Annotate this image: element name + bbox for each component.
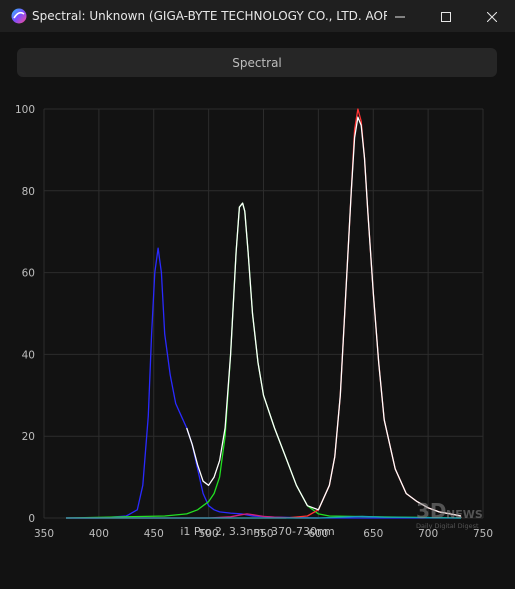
watermark-logo: 3D NEWS Daily Digital Digest [416,499,483,530]
main-content: Spectral [0,32,515,589]
series-line-teal [66,515,462,519]
maximize-button[interactable] [423,0,469,32]
maximize-icon [441,7,451,26]
x-tick-label: 650 [363,528,383,540]
y-tick-label: 40 [22,349,35,361]
series-line-white [186,116,462,517]
close-button[interactable] [469,0,515,32]
chart-caption: i1 Pro 2, 3.3nm, 370-730nm [180,525,335,538]
x-tick-label: 400 [89,528,109,540]
x-tick-label: 350 [34,528,54,540]
x-tick-label: 550 [253,528,273,540]
watermark-3d: 3D [416,499,447,523]
x-tick-label: 500 [199,528,219,540]
y-tick-label: 0 [28,513,35,525]
x-tick-label: 700 [418,528,438,540]
window-title: Spectral: Unknown (GIGA-BYTE TECHNOLOGY … [32,9,387,23]
minimize-icon [395,7,405,26]
close-icon [486,7,498,26]
title-bar: Spectral: Unknown (GIGA-BYTE TECHNOLOGY … [0,0,515,32]
minimize-button[interactable] [377,0,423,32]
y-tick-label: 100 [15,104,35,116]
watermark-news: NEWS [446,508,483,521]
spectral-button[interactable]: Spectral [17,48,497,77]
y-tick-label: 80 [22,186,35,198]
watermark-tagline: Daily Digital Digest [416,522,479,530]
y-tick-label: 60 [22,268,35,280]
x-tick-label: 600 [308,528,328,540]
x-tick-label: 450 [144,528,164,540]
x-tick-label: 750 [473,528,493,540]
y-tick-label: 20 [22,431,35,443]
app-logo-icon [10,7,28,25]
